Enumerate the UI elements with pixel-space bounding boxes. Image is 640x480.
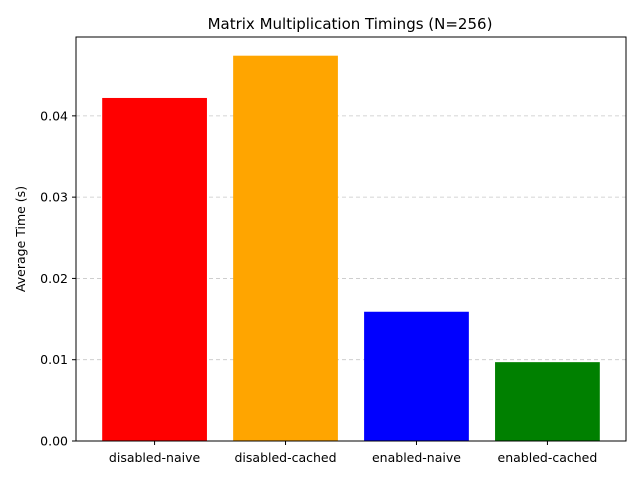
bar-enabled-naive [364,311,469,441]
y-axis-label: Average Time (s) [13,186,28,292]
y-axis-ticks: 0.00 0.01 0.02 0.03 0.04 [40,108,76,449]
x-tick-label: disabled-cached [234,450,336,465]
chart-title: Matrix Multiplication Timings (N=256) [208,15,493,33]
y-tick-label: 0.03 [40,190,68,205]
y-tick-label: 0.01 [40,352,68,367]
y-tick-label: 0.02 [40,271,68,286]
bar-disabled-naive [102,97,207,442]
x-tick-label: disabled-naive [109,450,201,465]
bars [102,55,600,442]
x-axis-ticks: disabled-naive disabled-cached enabled-nai… [109,441,597,465]
x-tick-label: enabled-naive [372,450,461,465]
x-tick-label: enabled-cached [498,450,598,465]
y-tick-label: 0.04 [40,108,68,123]
y-tick-label: 0.00 [40,434,68,449]
bar-enabled-cached [495,362,600,441]
plot-frame [75,36,627,442]
bar-disabled-cached [233,55,338,442]
